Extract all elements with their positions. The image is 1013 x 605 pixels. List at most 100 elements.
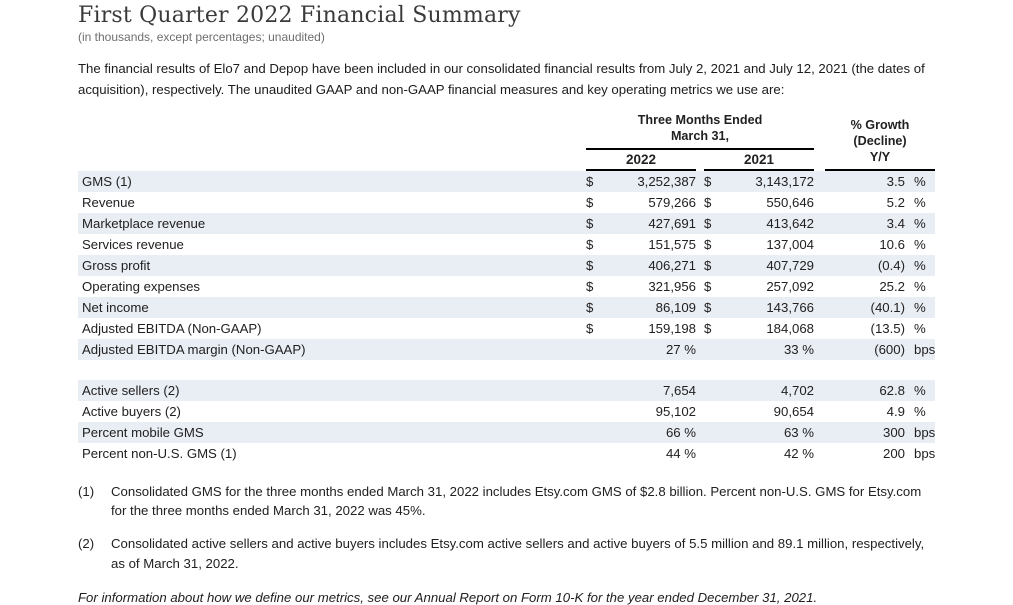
footnote-text: Consolidated active sellers and active b… xyxy=(111,536,925,571)
growth-value: 200 xyxy=(882,445,905,461)
growth-unit: bps xyxy=(914,341,936,357)
value-2021: 184,068 xyxy=(766,320,814,336)
currency-symbol-2021: $ xyxy=(704,236,712,252)
value-2021: 413,642 xyxy=(766,215,814,231)
row-label: GMS (1) xyxy=(82,173,132,189)
table-row: Operating expenses $321,956 $257,092 25.2% xyxy=(78,276,935,297)
value-2022: 321,956 xyxy=(648,278,696,294)
period-columns-block: Three Months Ended March 31, 2022 2021 xyxy=(586,113,814,171)
currency-symbol-2022: $ xyxy=(586,320,594,336)
row-label: Percent non-U.S. GMS (1) xyxy=(82,445,237,461)
table-row: Percent non-U.S. GMS (1) 44 % 42 % 200 bps xyxy=(78,443,935,464)
value-2022: 95,102 xyxy=(655,403,696,419)
column-header-2021: 2021 xyxy=(704,151,814,171)
table-row: Adjusted EBITDA (Non-GAAP) $159,198 $184,0… xyxy=(78,318,935,339)
page-title: First Quarter 2022 Financial Summary xyxy=(78,3,521,28)
row-label: Net income xyxy=(82,299,149,315)
growth-unit: % xyxy=(914,257,926,273)
growth-value: 10.6 xyxy=(879,236,905,252)
value-2022: 579,266 xyxy=(648,194,696,210)
intro-paragraph: The financial results of Elo7 and Depop … xyxy=(78,61,925,97)
currency-symbol-2022: $ xyxy=(586,236,594,252)
footnotes: (1) Consolidated GMS for the three months… xyxy=(78,482,935,574)
footnote: (1) Consolidated GMS for the three months… xyxy=(78,482,935,522)
growth-unit: bps xyxy=(914,445,936,461)
currency-symbol-2022: $ xyxy=(586,299,594,315)
currency-symbol-2021: $ xyxy=(704,299,712,315)
currency-symbol-2022: $ xyxy=(586,215,594,231)
growth-unit: bps xyxy=(914,424,936,440)
financial-table: Three Months Ended March 31, 2022 2021 %… xyxy=(78,113,935,463)
table-row: Gross profit $406,271 $407,729 (0.4)% xyxy=(78,254,935,276)
currency-symbol-2022: $ xyxy=(586,194,594,210)
table-row: GMS (1) $3,252,387 $3,143,172 3.5% xyxy=(78,170,935,192)
currency-symbol-2021: $ xyxy=(704,278,712,294)
growth-unit: % xyxy=(914,320,926,336)
row-label: Marketplace revenue xyxy=(82,215,206,231)
financial-rows-section: GMS (1) $3,252,387 $3,143,172 3.5% Revenue $5… xyxy=(78,170,936,360)
table-row: Marketplace revenue $427,691 $413,642 3.4% xyxy=(78,212,935,234)
table-row: Revenue $579,266 $550,646 5.2% xyxy=(78,192,935,213)
growth-unit: % xyxy=(914,278,926,294)
growth-value: (600) xyxy=(874,341,905,357)
value-2021: 257,092 xyxy=(766,278,814,294)
value-2022: 86,109 xyxy=(655,299,696,315)
footnote-text: Consolidated GMS for the three months en… xyxy=(111,483,922,519)
growth-unit: % xyxy=(914,215,926,231)
growth-value: 3.5 xyxy=(886,173,905,189)
footnote-marker: (1) xyxy=(78,483,95,499)
value-2021: 550,646 xyxy=(766,194,814,210)
value-2022: 44 % xyxy=(665,445,696,461)
value-2022: 406,271 xyxy=(648,257,696,273)
value-2022: 427,691 xyxy=(648,215,696,231)
growth-value: (0.4) xyxy=(877,257,905,273)
value-2022: 27 % xyxy=(665,341,696,357)
growth-value: 25.2 xyxy=(879,278,905,294)
table-row: Percent mobile GMS 66 % 63 % 300 bps xyxy=(78,421,936,443)
growth-unit: % xyxy=(914,236,926,252)
row-label: Adjusted EBITDA margin (Non-GAAP) xyxy=(82,341,306,357)
column-group-header: Three Months Ended March 31, xyxy=(586,113,814,150)
currency-symbol-2021: $ xyxy=(704,320,712,336)
currency-symbol-2021: $ xyxy=(704,194,712,210)
table-row: Active sellers (2) 7,654 4,702 62.8% xyxy=(78,379,935,401)
footnote-marker: (2) xyxy=(78,536,95,552)
value-2021: 3,143,172 xyxy=(755,173,814,189)
footnote: (2) Consolidated active sellers and activ… xyxy=(78,534,935,574)
row-label: Active buyers (2) xyxy=(82,403,181,419)
row-label: Percent mobile GMS xyxy=(82,424,204,440)
growth-unit: % xyxy=(914,299,926,315)
currency-symbol-2021: $ xyxy=(704,173,712,189)
growth-value: 300 xyxy=(882,424,905,440)
column-header-growth: % Growth (Decline) Y/Y xyxy=(825,118,935,171)
year-columns: 2022 2021 xyxy=(586,151,814,171)
section-gap xyxy=(78,360,935,380)
growth-value: 5.2 xyxy=(886,194,905,210)
value-2022: 3,252,387 xyxy=(637,173,696,189)
value-2021: 137,004 xyxy=(766,236,814,252)
growth-unit: % xyxy=(914,173,926,189)
value-2021: 4,702 xyxy=(780,382,814,398)
row-label: Active sellers (2) xyxy=(82,382,180,398)
currency-symbol-2022: $ xyxy=(586,278,594,294)
table-row: Adjusted EBITDA margin (Non-GAAP) 27 % 33 … xyxy=(78,338,936,360)
value-2022: 66 % xyxy=(665,424,696,440)
growth-value: 62.8 xyxy=(879,382,905,398)
row-label: Services revenue xyxy=(82,236,184,252)
row-label: Adjusted EBITDA (Non-GAAP) xyxy=(82,320,262,336)
value-2021: 63 % xyxy=(783,424,814,440)
metrics-definition-note: For information about how we define our … xyxy=(78,589,818,605)
table-row: Services revenue $151,575 $137,004 10.6% xyxy=(78,234,935,255)
column-header-2022: 2022 xyxy=(586,151,696,171)
growth-value: (13.5) xyxy=(870,320,905,336)
row-label: Gross profit xyxy=(82,257,151,273)
growth-unit: % xyxy=(914,403,926,419)
currency-symbol-2021: $ xyxy=(704,257,712,273)
value-2021: 33 % xyxy=(783,341,814,357)
growth-value: 4.9 xyxy=(886,403,905,419)
table-header: Three Months Ended March 31, 2022 2021 %… xyxy=(78,113,935,171)
growth-value: 3.4 xyxy=(886,215,905,231)
value-2021: 407,729 xyxy=(766,257,814,273)
page-subtitle: (in thousands, except percentages; unaud… xyxy=(78,30,325,45)
